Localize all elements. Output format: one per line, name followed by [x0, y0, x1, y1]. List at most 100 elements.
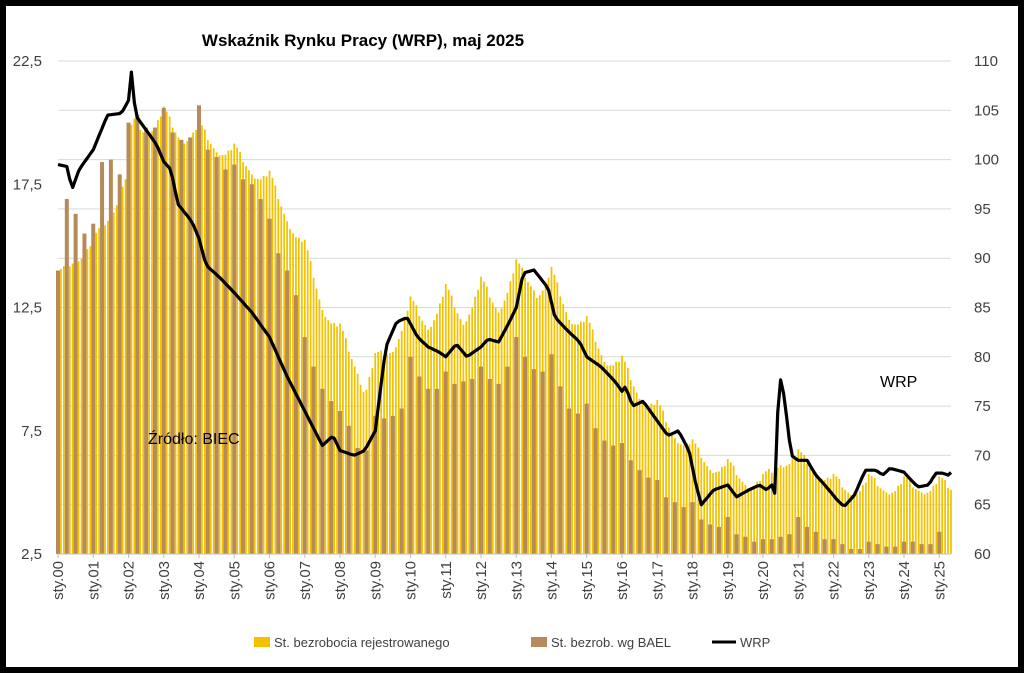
x-tick-label: sty.07 — [297, 561, 314, 600]
bar-bael — [91, 223, 96, 554]
bar-registered — [850, 494, 853, 554]
bar-bael — [505, 366, 510, 554]
bar-registered — [914, 489, 917, 554]
bar-registered — [218, 155, 221, 554]
y-left-tick-label: 2,5 — [21, 546, 42, 563]
bar-bael — [241, 179, 246, 554]
chart-title: Wskaźnik Rynku Pracy (WRP), maj 2025 — [202, 31, 524, 50]
bar-registered — [521, 267, 524, 554]
bar-bael — [831, 539, 836, 554]
bar-registered — [932, 485, 935, 554]
bar-registered — [342, 330, 344, 554]
bar-bael — [293, 295, 298, 554]
bar-registered — [691, 439, 694, 554]
bar-registered — [438, 303, 441, 554]
bar-bael — [346, 425, 351, 554]
bar-bael — [761, 539, 765, 554]
y-right-tick-label: 70 — [974, 447, 991, 464]
bar-registered — [562, 304, 565, 554]
bar-registered — [494, 307, 497, 554]
bar-registered — [236, 147, 239, 554]
bar-registered — [441, 296, 444, 554]
bar-registered — [829, 478, 832, 554]
bar-registered — [142, 132, 145, 554]
bar-registered — [227, 150, 230, 555]
bar-registered — [720, 466, 723, 554]
bar-bael — [796, 517, 801, 554]
bar-bael — [214, 157, 219, 554]
x-tick-label: sty.17 — [649, 561, 666, 600]
bar-registered — [89, 246, 92, 554]
bar-registered — [353, 366, 356, 554]
bar-registered — [826, 477, 829, 554]
bar-registered — [574, 324, 576, 554]
bar-registered — [832, 473, 835, 554]
x-tick-label: sty.11 — [438, 561, 455, 599]
x-tick-label: sty.08 — [332, 561, 349, 600]
bar-bael — [928, 544, 933, 554]
bar-registered — [656, 399, 659, 554]
bar-registered — [797, 449, 800, 554]
bar-registered — [359, 384, 362, 554]
bar-registered — [209, 143, 212, 554]
y-right-tick-label: 85 — [974, 300, 991, 317]
bar-bael — [188, 137, 193, 555]
y-left-tick-label: 17,5 — [13, 176, 42, 193]
bar-bael — [338, 411, 342, 554]
bar-registered — [767, 468, 770, 554]
bar-registered — [729, 462, 732, 554]
bar-registered — [659, 405, 662, 554]
legend-label-registered: St. bezrobocia rejestrowanego — [274, 635, 450, 650]
bar-registered — [723, 466, 726, 554]
bar-bael — [161, 107, 166, 555]
bar-registered — [107, 220, 109, 555]
bar-bael — [302, 337, 307, 554]
bar-registered — [806, 464, 808, 554]
bar-bael — [426, 388, 431, 554]
bar-registered — [753, 486, 756, 554]
bar-registered — [635, 392, 638, 554]
bar-registered — [641, 403, 644, 554]
bar-registered — [626, 367, 629, 554]
bar-registered — [735, 475, 738, 554]
y-left-tick-label: 12,5 — [13, 300, 42, 317]
y-right-tick-label: 110 — [974, 53, 998, 70]
bar-registered — [856, 493, 858, 554]
bar-bael — [382, 418, 387, 554]
bar-bael — [135, 115, 140, 554]
bar-registered — [823, 480, 826, 554]
bar-registered — [770, 472, 773, 554]
bar-registered — [791, 458, 794, 554]
bar-registered — [245, 166, 247, 554]
bar-registered — [239, 151, 242, 554]
bar-registered — [380, 350, 383, 554]
bar-registered — [779, 465, 782, 554]
bar-bael — [223, 169, 228, 554]
x-tick-label: sty.06 — [262, 561, 279, 600]
bar-bael — [470, 378, 475, 554]
bar-registered — [679, 444, 682, 554]
bar-bael — [285, 270, 290, 554]
bar-registered — [929, 491, 932, 554]
bar-registered — [812, 469, 814, 554]
bar-registered — [741, 481, 744, 554]
legend-item-registered: St. bezrobocia rejestrowanego — [254, 635, 450, 650]
legend: St. bezrobocia rejestrowanego St. bezrob… — [254, 635, 770, 650]
bar-bael — [655, 480, 660, 554]
bar-registered — [283, 213, 286, 554]
x-tick-label: sty.14 — [544, 561, 561, 600]
bar-registered — [756, 481, 759, 554]
bar-bael — [664, 497, 669, 554]
bar-bael — [408, 356, 413, 554]
bar-bael — [646, 477, 651, 554]
bar-registered — [253, 178, 256, 554]
bar-bael — [919, 544, 924, 554]
bar-registered — [265, 176, 268, 555]
bar-registered — [618, 361, 620, 554]
bar-bael — [531, 369, 536, 554]
bar-bael — [390, 415, 395, 554]
bar-registered — [309, 261, 312, 554]
bar-registered — [571, 323, 573, 554]
bar-registered — [406, 310, 409, 554]
bar-registered — [891, 492, 894, 554]
